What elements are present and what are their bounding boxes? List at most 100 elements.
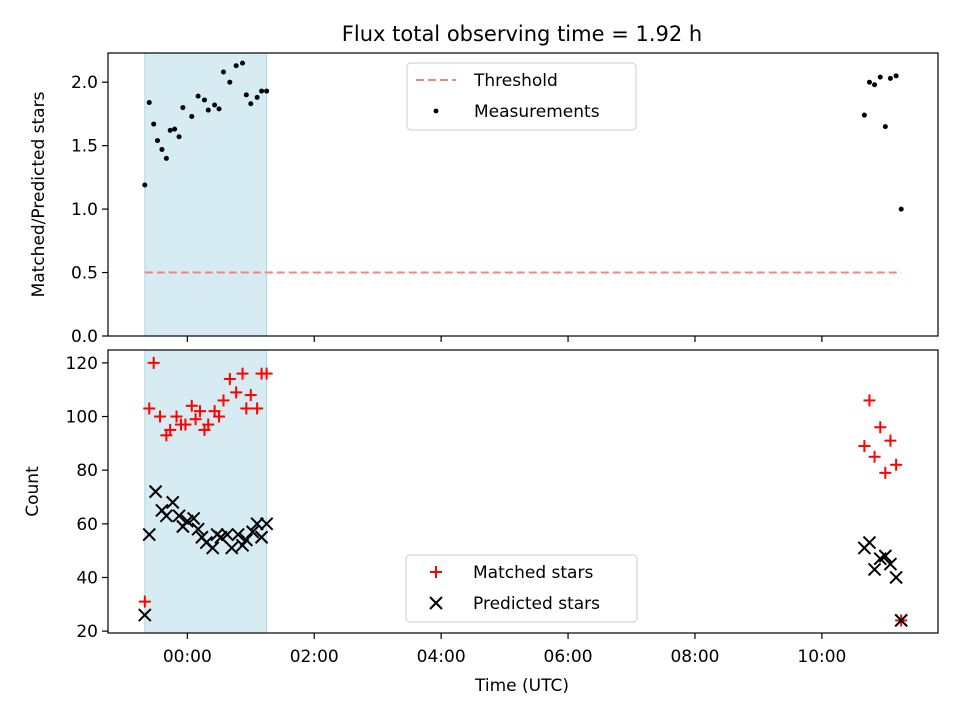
top-legend-box: [406, 62, 637, 131]
measurement-point: [151, 121, 157, 127]
matched-star-point: [194, 405, 207, 418]
predicted-stars-points: [138, 484, 908, 628]
predicted-star-point: [159, 509, 174, 523]
matched-star-point: [217, 394, 230, 407]
top-y-tick-label: 2.0: [71, 73, 98, 93]
measurement-point: [233, 63, 239, 69]
predicted-star-point: [245, 525, 260, 539]
bottom-x-tick-label: 06:00: [544, 647, 593, 667]
measurement-point: [172, 126, 178, 132]
predicted-star-point: [186, 511, 201, 526]
measurement-point: [240, 60, 246, 66]
measurement-point: [163, 155, 169, 161]
measurement-point: [872, 82, 878, 88]
predicted-star-point: [894, 613, 908, 628]
measurement-point: [877, 74, 883, 80]
matched-stars-points: [138, 356, 908, 627]
predicted-star-point: [254, 530, 269, 544]
matched-star-point: [868, 450, 881, 463]
matched-star-point: [244, 389, 257, 402]
measurement-point: [866, 79, 872, 85]
predicted-star-point: [867, 562, 882, 577]
bottom-x-tick-label: 10:00: [797, 647, 846, 667]
bottom-x-axis-label: Time (UTC): [474, 676, 569, 696]
measurement-point: [216, 106, 222, 112]
matched-star-point: [223, 372, 236, 385]
top-y-axis: 0.0 0.5 1.0 1.5 2.0: [71, 73, 108, 347]
measurements-legend-swatch: [433, 108, 439, 114]
bottom-plot-frame: [107, 349, 939, 634]
matched-star-point: [863, 394, 876, 407]
matched-star-point: [189, 413, 202, 426]
predicted-star-point: [172, 509, 186, 523]
measurement-point: [195, 93, 201, 99]
matched-star-point: [240, 402, 253, 415]
matched-star-point: [164, 423, 177, 436]
matched-star-point: [170, 410, 183, 423]
measurements-legend-label: Measurements: [474, 102, 600, 122]
bottom-x-tick-label: 04:00: [417, 647, 466, 667]
bottom-x-tick-label: 02:00: [290, 647, 339, 667]
predicted-star-point: [205, 541, 220, 555]
bottom-y-axis: 20 40 60 80 100 120: [66, 354, 108, 642]
measurement-point: [201, 97, 207, 103]
predicted-star-point: [883, 557, 898, 571]
matched-legend-swatch: [430, 566, 442, 578]
bottom-x-tick-label: 00:00: [163, 647, 212, 667]
matched-star-point: [138, 595, 151, 608]
measurement-point: [159, 146, 165, 152]
top-panel: Flux total observing time = 1.92 h 0.00.…: [29, 22, 939, 347]
measurement-point: [180, 105, 186, 111]
measurement-point: [264, 88, 270, 94]
matched-star-point: [890, 458, 903, 471]
top-y-axis-label: Matched/Predicted stars: [29, 91, 49, 297]
top-y-tick-label: 1.0: [71, 200, 98, 220]
top-legend: Threshold Measurements: [406, 62, 637, 131]
matched-star-point: [202, 418, 215, 431]
bottom-x-tick-label: 08:00: [670, 647, 719, 667]
matched-star-point: [874, 421, 887, 434]
measurement-point: [142, 182, 148, 188]
bottom-legend-box: [405, 554, 638, 623]
top-plot-frame: [107, 52, 939, 337]
matched-star-point: [236, 367, 249, 380]
measurement-point: [189, 113, 195, 119]
predicted-star-point: [259, 517, 274, 531]
predicted-star-point: [250, 517, 264, 531]
bottom-y-tick-label: 60: [76, 515, 98, 535]
predicted-star-point: [191, 522, 205, 536]
predicted-legend-swatch: [429, 596, 443, 610]
matched-star-point: [858, 440, 871, 453]
measurement-point: [205, 107, 211, 113]
top-y-tick-label: 0.5: [71, 264, 98, 284]
measurement-point: [893, 73, 899, 79]
matched-star-point: [154, 410, 167, 423]
matched-star-point: [147, 356, 160, 369]
predicted-star-point: [148, 484, 163, 499]
measurement-point: [154, 138, 160, 144]
matched-star-point: [143, 402, 156, 415]
measurement-point: [248, 101, 254, 107]
predicted-star-point: [239, 533, 254, 547]
predicted-star-point: [862, 535, 877, 550]
bottom-legend: Matched stars Predicted stars: [405, 554, 638, 623]
measurement-point: [861, 112, 867, 118]
predicted-star-point: [142, 527, 156, 542]
predicted-star-point: [225, 541, 239, 555]
bottom-y-tick-label: 40: [76, 568, 98, 588]
bottom-y-tick-label: 20: [76, 622, 98, 642]
threshold-legend-label: Threshold: [473, 71, 558, 91]
top-y-tick-label: 1.5: [71, 137, 98, 157]
measurement-point: [887, 75, 893, 81]
top-chart-title: Flux total observing time = 1.92 h: [342, 22, 702, 46]
bottom-x-axis: 00:00 02:00 04:00 06:00 08:00 10:00: [163, 633, 846, 667]
measurement-point: [212, 102, 218, 108]
predicted-star-point: [231, 527, 245, 542]
top-y-tick-label: 0.0: [71, 327, 98, 347]
matched-star-point: [260, 367, 273, 380]
measurement-point: [254, 94, 260, 100]
matched-star-point: [230, 386, 243, 399]
predicted-star-point: [138, 608, 152, 622]
bottom-y-tick-label: 100: [66, 408, 98, 428]
